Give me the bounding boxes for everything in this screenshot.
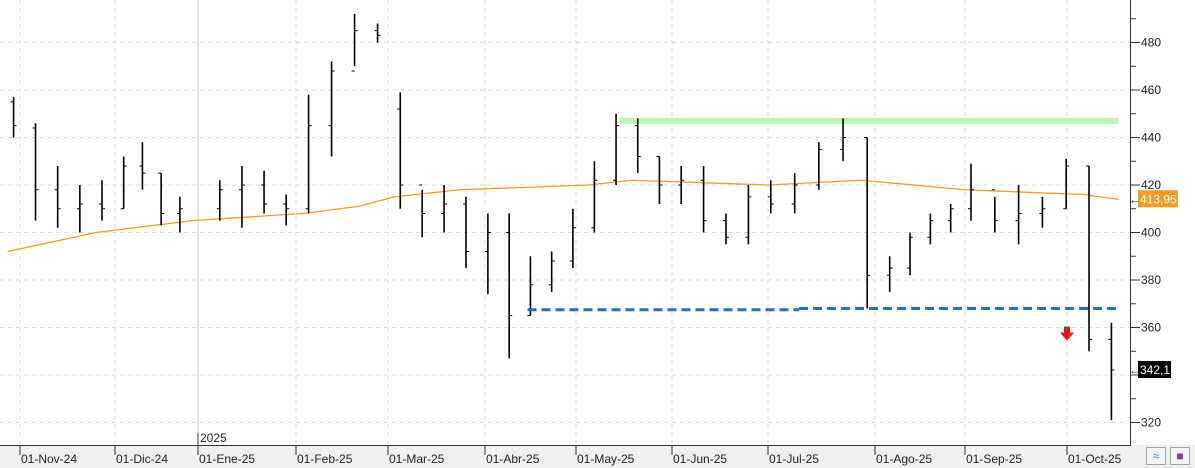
moving-average-line <box>7 179 1119 253</box>
down-arrow-icon <box>1060 326 1074 341</box>
y-axis-band <box>1131 0 1195 445</box>
x-tick-label: 01-Jun-25 <box>673 452 727 466</box>
y-tick-label: 480 <box>1141 36 1161 50</box>
y-tick-label: 360 <box>1141 321 1161 335</box>
x-axis-band <box>0 445 1195 468</box>
x-tick-label: 01-Feb-25 <box>297 452 353 466</box>
ma-pointer-icon: ← <box>1129 192 1141 206</box>
x-tick-label: 01-Jul-25 <box>769 452 819 466</box>
y-tick-label: 420 <box>1141 178 1161 192</box>
y-tick-label: 380 <box>1141 273 1161 287</box>
floppy-icon[interactable]: ■ <box>1170 447 1190 465</box>
last-price-label: 342,1 <box>1140 363 1170 377</box>
x-tick-label: 01-Sep-25 <box>966 452 1022 466</box>
x-tick-label: 01-Mar-25 <box>389 452 445 466</box>
ma-value-label: 413,95 <box>1140 192 1177 206</box>
x-tick-label: 01-Ago-25 <box>876 452 932 466</box>
x-tick-label: 01-Abr-25 <box>486 452 540 466</box>
price-pointer-icon: ← <box>1129 363 1141 377</box>
y-tick-label: 460 <box>1141 83 1161 97</box>
x-tick-label: 01-May-25 <box>577 452 635 466</box>
x-tick-label: 01-Oct-25 <box>1068 452 1122 466</box>
x-tick-label: 01-Dic-24 <box>116 452 168 466</box>
ma-value-badge <box>1138 190 1178 208</box>
wave-icon[interactable]: ≈ <box>1146 447 1166 465</box>
x-tick-label: 01-Nov-24 <box>21 452 77 466</box>
x-tick-label: 01-Ene-25 <box>199 452 255 466</box>
last-price-badge <box>1138 361 1171 379</box>
y-tick-label: 440 <box>1141 131 1161 145</box>
year-label: 2025 <box>200 431 227 445</box>
y-tick-label: 320 <box>1141 416 1161 430</box>
y-tick-label: 400 <box>1141 226 1161 240</box>
